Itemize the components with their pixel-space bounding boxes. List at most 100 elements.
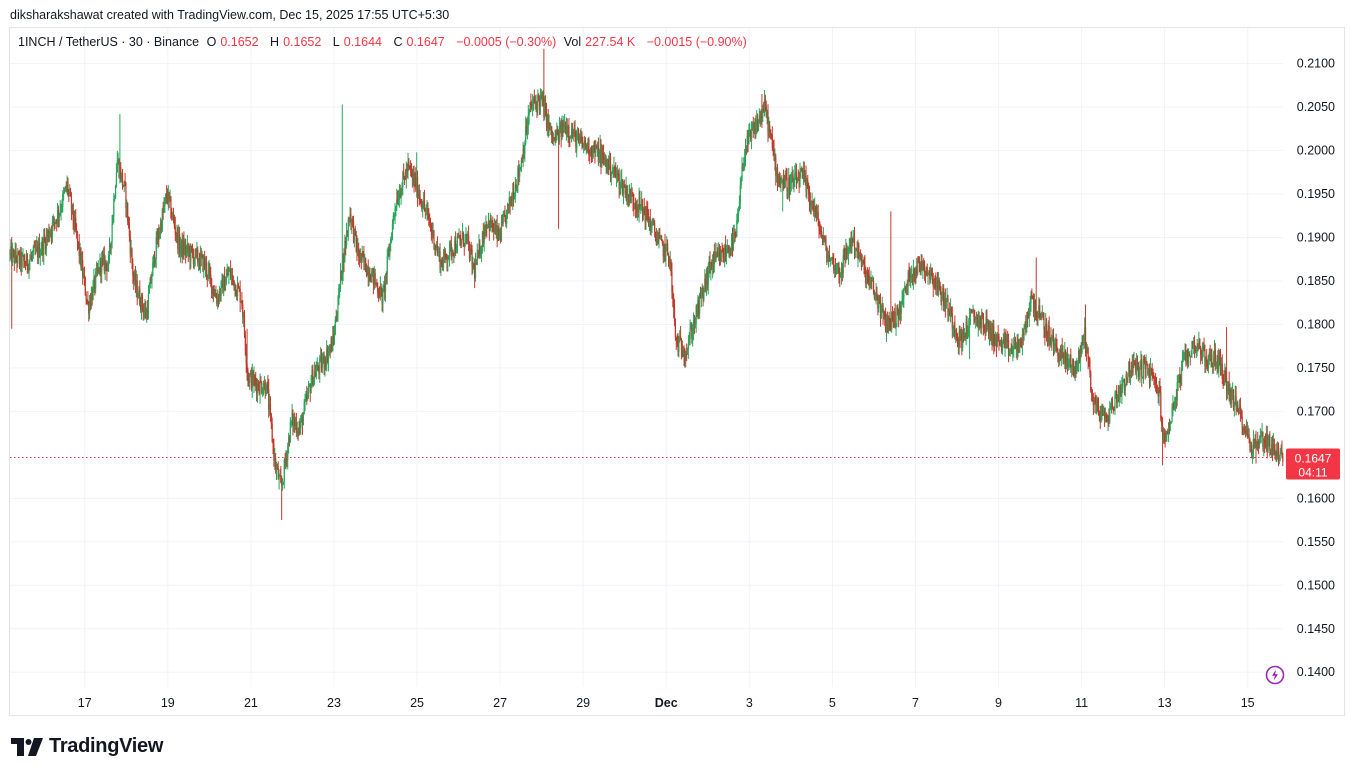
- candle-body: [803, 170, 805, 180]
- candle-body: [535, 102, 537, 104]
- candle-body: [1058, 354, 1061, 361]
- candle-body: [764, 99, 766, 107]
- candle-body: [1061, 348, 1063, 359]
- candle-body: [1225, 371, 1227, 378]
- lightning-icon[interactable]: [1265, 665, 1285, 685]
- candle-body: [1170, 422, 1172, 423]
- candle-body: [737, 213, 739, 221]
- candle-body: [852, 238, 854, 243]
- candle-body: [1142, 376, 1144, 378]
- candle-body: [206, 274, 208, 278]
- candle-body: [164, 198, 166, 206]
- candle-body: [647, 211, 649, 220]
- candle-body: [433, 230, 435, 249]
- candle-body: [1028, 311, 1030, 318]
- candle-body: [1140, 359, 1142, 362]
- candle-body: [143, 310, 145, 314]
- candle-body: [691, 328, 693, 339]
- candle-body: [984, 329, 986, 331]
- candle-body: [517, 167, 519, 187]
- candle-body: [925, 267, 927, 274]
- candle-body: [974, 317, 976, 321]
- candle-body: [147, 293, 150, 315]
- candle-body: [168, 192, 170, 199]
- candle-body: [50, 231, 52, 235]
- candle-body: [689, 329, 691, 340]
- candle-body: [571, 129, 574, 138]
- candle-body: [704, 278, 706, 289]
- candle-body: [1009, 350, 1011, 351]
- candle-body: [338, 287, 340, 305]
- candle-body: [1188, 353, 1190, 356]
- candle-body: [339, 286, 341, 288]
- candle-body: [1026, 317, 1028, 332]
- candle-body: [344, 241, 346, 263]
- candle-body: [69, 190, 71, 193]
- candle-body: [1095, 401, 1097, 414]
- candle-body: [114, 197, 116, 199]
- candle-body: [963, 333, 966, 335]
- candle-body: [1249, 439, 1251, 451]
- candle-body: [633, 202, 635, 207]
- candle-body: [956, 332, 958, 338]
- candle-body: [1213, 358, 1215, 365]
- candle-body: [259, 380, 261, 395]
- candle-body: [529, 102, 531, 112]
- candle-body: [231, 275, 233, 277]
- candle-body: [1182, 358, 1184, 360]
- candle-body: [879, 302, 882, 318]
- candle-body: [12, 250, 15, 252]
- candle-body: [1003, 338, 1005, 348]
- candle-body: [497, 227, 499, 239]
- candle-body: [911, 275, 913, 278]
- candle-body: [316, 364, 318, 371]
- price-tick-label: 0.1750: [1297, 361, 1335, 375]
- candle-body: [652, 221, 654, 223]
- candle-body: [500, 221, 503, 241]
- candle-body: [1260, 434, 1262, 436]
- candle-body: [56, 210, 59, 224]
- candle-body: [1097, 406, 1100, 415]
- candle-body: [675, 337, 677, 341]
- last-price-tag-bg: [1286, 448, 1340, 480]
- candle-body: [87, 300, 89, 304]
- candle-body: [371, 268, 374, 272]
- candle-body: [1242, 426, 1244, 430]
- candle-body: [682, 355, 684, 357]
- candle-body: [640, 205, 642, 207]
- candle-body: [429, 224, 432, 226]
- candle-body: [1002, 338, 1004, 341]
- candle-body: [282, 482, 285, 483]
- candle-body: [161, 210, 163, 231]
- candle-body: [748, 131, 750, 145]
- candle-body: [583, 140, 586, 143]
- candle-body: [573, 128, 575, 136]
- candle-body: [184, 246, 186, 254]
- candle-body: [790, 181, 792, 184]
- candle-body: [130, 248, 132, 254]
- candle-body: [625, 186, 627, 195]
- candle-body: [120, 167, 122, 180]
- candle-body: [849, 238, 851, 246]
- tradingview-logo[interactable]: TradingView: [11, 735, 163, 758]
- candle-body: [811, 201, 813, 205]
- candle-body: [904, 286, 906, 290]
- candle-body: [332, 335, 334, 351]
- candle-body: [1008, 350, 1010, 356]
- candle-body: [683, 355, 685, 357]
- candle-body: [360, 253, 362, 261]
- candle-body: [1189, 355, 1191, 357]
- candle-body: [221, 279, 223, 282]
- candle-body: [245, 350, 247, 364]
- candle-body: [834, 265, 837, 275]
- candle-body: [901, 300, 903, 303]
- candle-body: [117, 159, 119, 161]
- candle-body: [661, 240, 664, 244]
- candle-body: [697, 300, 699, 316]
- candle-body: [1086, 348, 1088, 353]
- candle-body: [1101, 410, 1103, 413]
- candle-body: [1015, 344, 1017, 349]
- symbol-label[interactable]: 1INCH / TetherUS · 30 · Binance: [18, 35, 200, 49]
- candle-body: [765, 106, 767, 116]
